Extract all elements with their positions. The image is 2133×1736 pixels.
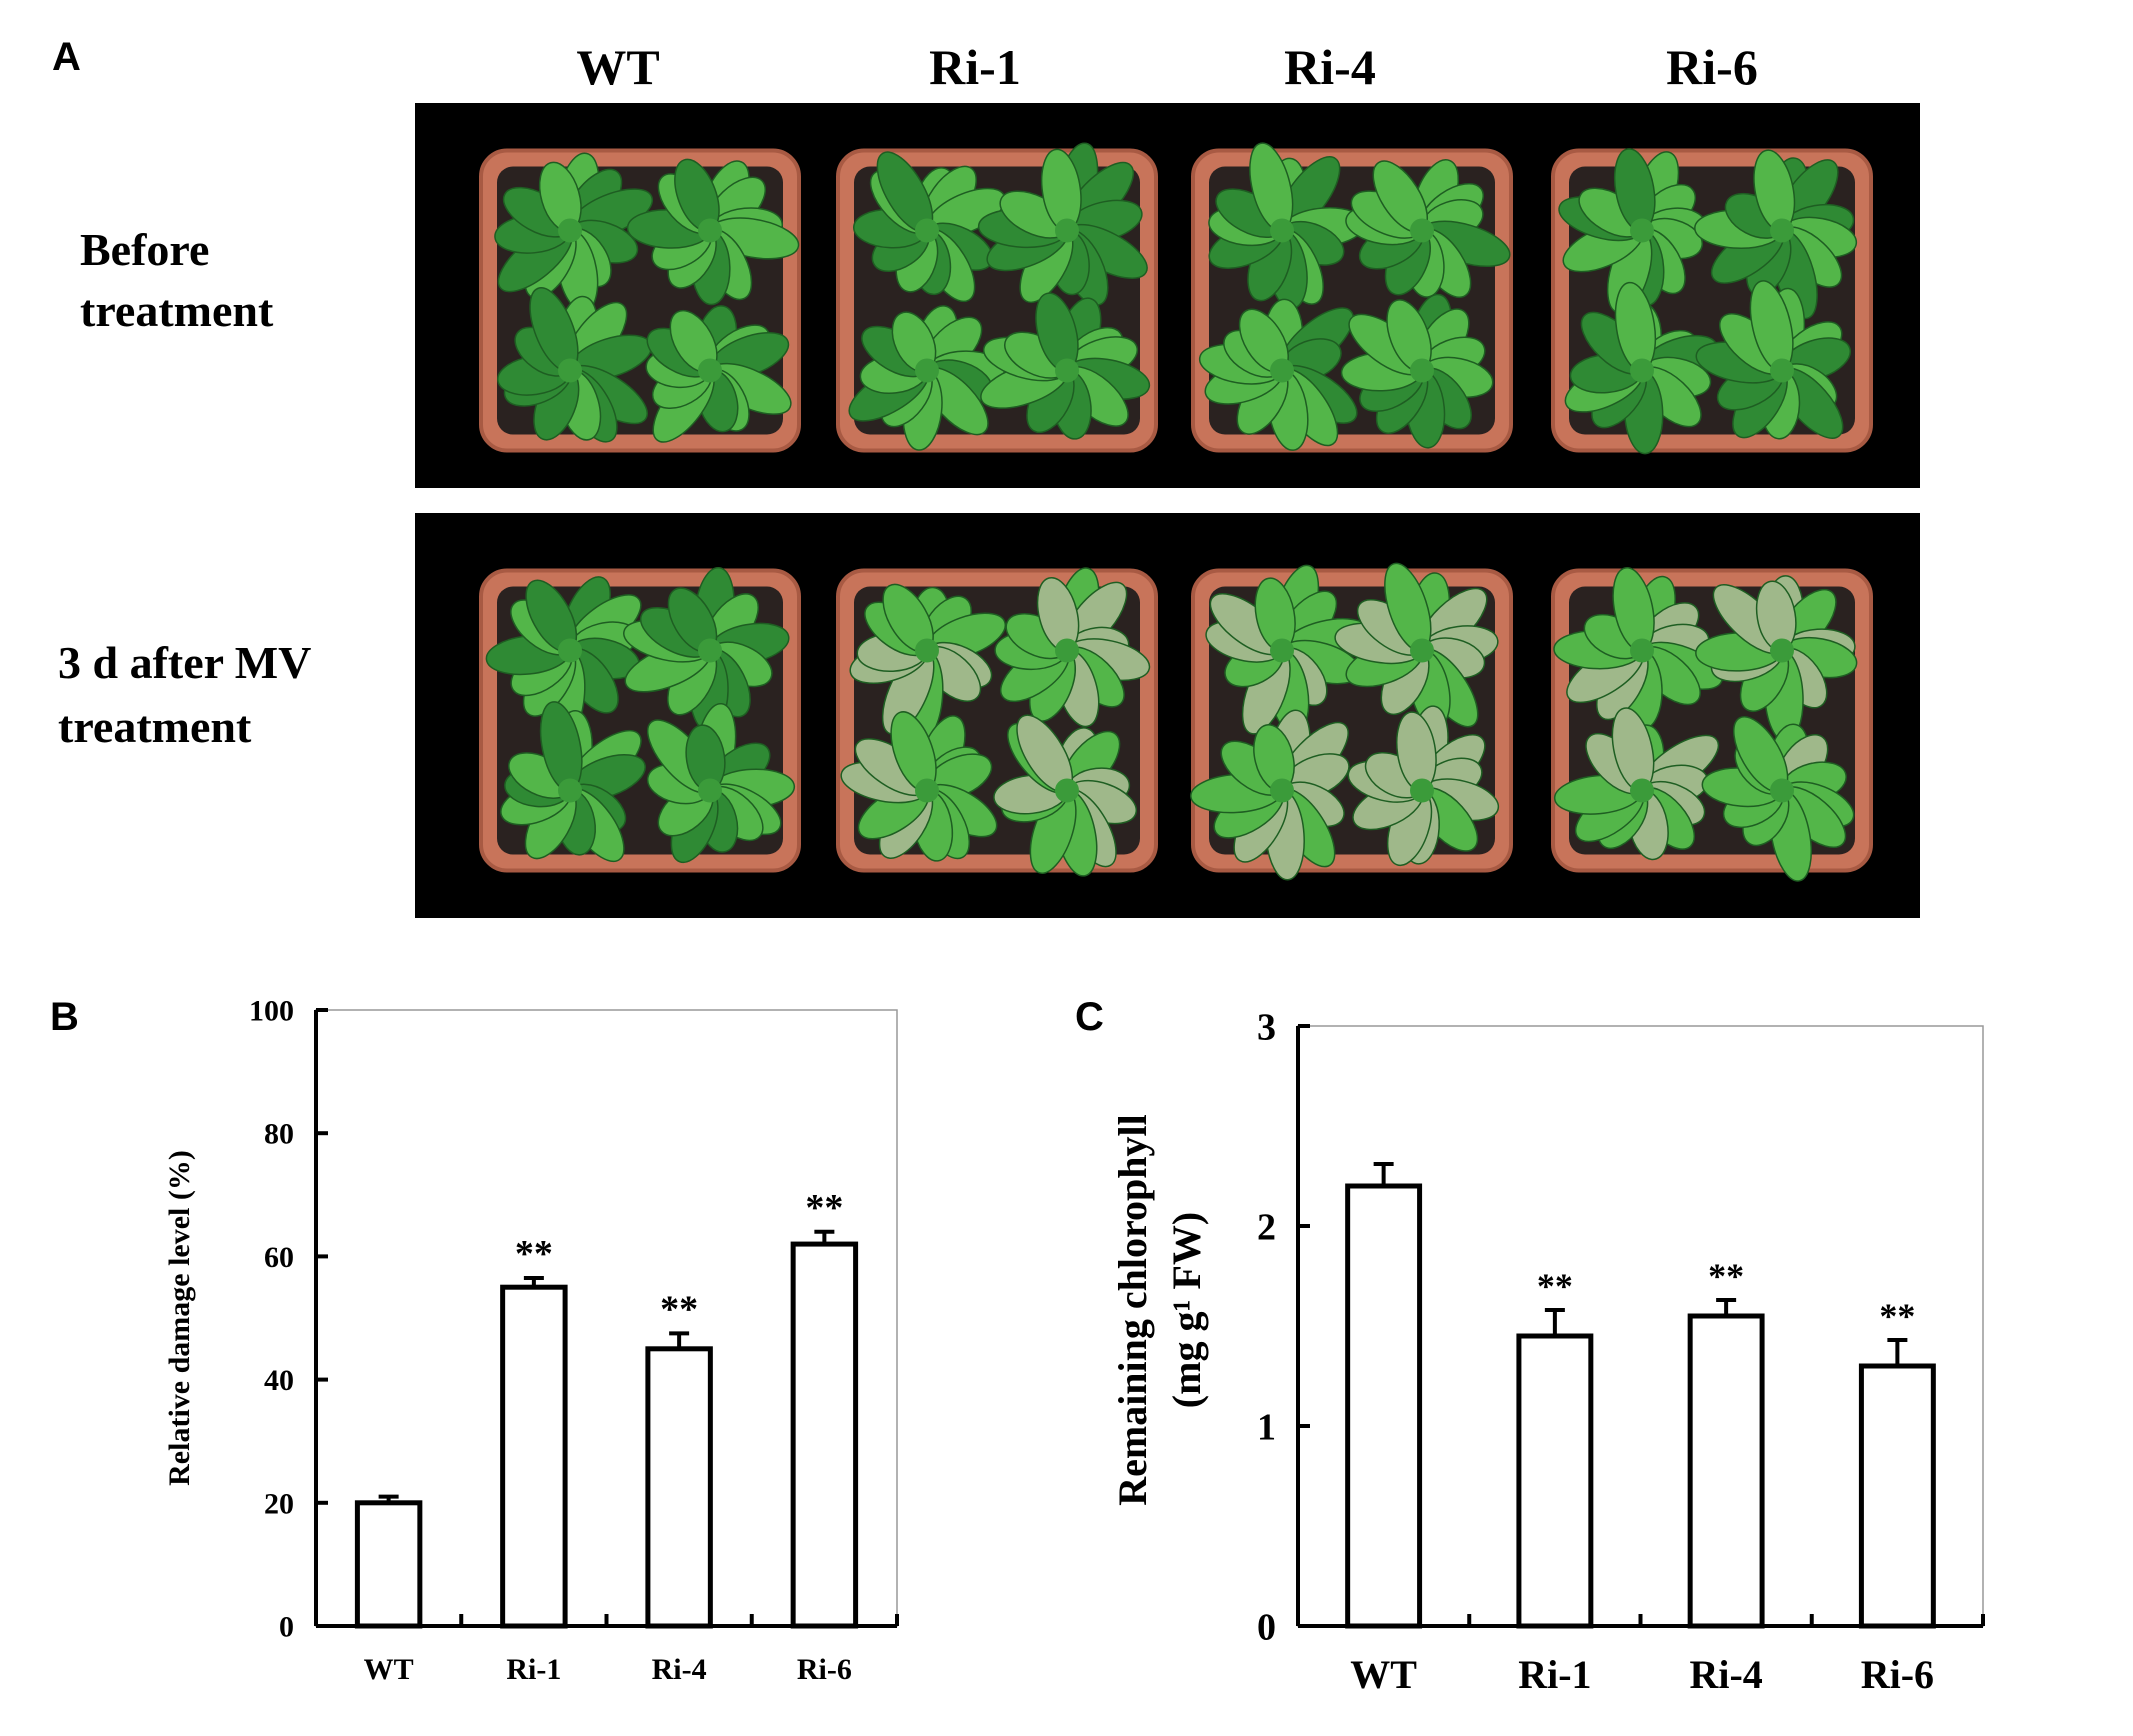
y-tick-label: 20 <box>264 1487 294 1520</box>
y-axis-label-line1: Remaining chlorophyll <box>1110 1114 1155 1506</box>
chart-remaining-chlorophyll: 0 1 2 3 WT ** Ri-1 ** Ri-4 ** Ri-6 Remaining chloro… <box>1110 1006 1985 1697</box>
chart-relative-damage: 0 20 40 60 80 100 WT ** Ri-1 ** Ri-4 ** Ri-6 Relative… <box>163 995 899 1686</box>
column-label-ri-6: Ri-6 <box>1666 39 1758 95</box>
bar-ri-4 <box>645 1346 713 1629</box>
panel-letter-c: C <box>1075 995 1104 1039</box>
column-label-wt: WT <box>576 39 659 95</box>
significance-label: ** <box>1879 1296 1915 1336</box>
significance-label: ** <box>805 1187 843 1229</box>
y-tick-label: 2 <box>1257 1206 1276 1248</box>
bar-ri-6 <box>790 1241 859 1629</box>
panel-letter-a: A <box>52 35 81 79</box>
significance-label: ** <box>515 1233 553 1275</box>
y-tick-label: 80 <box>264 1118 294 1151</box>
column-label-ri-4: Ri-4 <box>1284 39 1376 95</box>
y-tick-label: 100 <box>249 995 294 1028</box>
bar-ri-1 <box>500 1284 568 1629</box>
significance-label: ** <box>1708 1256 1744 1296</box>
significance-label: ** <box>660 1288 698 1330</box>
row-label-after-line1: 3 d after MV <box>58 637 311 688</box>
photo-before-treatment <box>415 103 1920 488</box>
plant-pot <box>479 148 801 453</box>
y-axis-label-line2: (mg g¹ FW) <box>1164 1212 1209 1408</box>
column-label-ri-1: Ri-1 <box>929 39 1021 95</box>
bar-ri-1 <box>1516 1333 1594 1629</box>
row-label-before-line1: Before <box>80 224 209 275</box>
row-label-before-line2: treatment <box>80 285 274 336</box>
category-label: Ri-1 <box>1518 1652 1591 1697</box>
category-label: Ri-6 <box>797 1653 852 1686</box>
plant-pot <box>1191 142 1513 453</box>
plant-pot <box>836 142 1158 453</box>
plant-pot <box>479 566 801 873</box>
category-label: WT <box>364 1653 414 1686</box>
category-label: Ri-4 <box>652 1653 707 1686</box>
y-axis-label: Relative damage level (%) <box>163 1150 196 1486</box>
bar-ri-4 <box>1687 1313 1765 1629</box>
panel-letter-b: B <box>50 995 79 1039</box>
category-label: Ri-6 <box>1861 1652 1934 1697</box>
row-label-after-line2: treatment <box>58 701 252 752</box>
y-tick-label: 60 <box>264 1241 294 1274</box>
bar-wt <box>354 1500 423 1629</box>
category-label: WT <box>1350 1652 1417 1697</box>
y-tick-label: 0 <box>279 1611 294 1644</box>
plant-pot <box>1551 567 1873 882</box>
category-label: Ri-1 <box>506 1653 561 1686</box>
y-tick-label: 3 <box>1257 1006 1276 1048</box>
bar-wt <box>1345 1183 1423 1629</box>
category-label: Ri-4 <box>1689 1652 1762 1697</box>
plant-pot <box>1551 148 1873 455</box>
plant-pot <box>836 567 1158 877</box>
significance-label: ** <box>1537 1266 1573 1306</box>
y-tick-label: 1 <box>1257 1406 1276 1448</box>
y-tick-label: 40 <box>264 1364 294 1397</box>
y-tick-label: 0 <box>1257 1606 1276 1648</box>
photo-after-mv-treatment <box>415 513 1920 918</box>
plant-pot <box>1190 562 1513 881</box>
bar-ri-6 <box>1858 1363 1936 1629</box>
